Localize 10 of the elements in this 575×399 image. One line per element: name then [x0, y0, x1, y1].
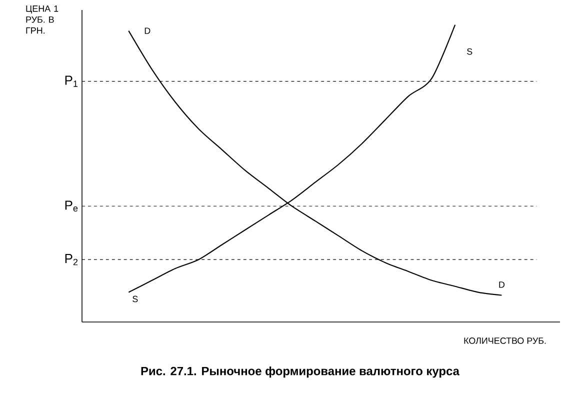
x-axis-title: КОЛИЧЕСТВО РУБ. [464, 338, 546, 344]
text: S [467, 48, 472, 55]
ref-line-label: P$_{e}$ [65, 200, 78, 212]
ref-line-label: P$_{1}$ [65, 76, 78, 87]
y-axis-title: ЦЕНА 1 РУБ. В ГРН. [26, 6, 58, 34]
text: D [144, 28, 150, 34]
text: Рис. 27.1. Рыночное формирование валютного курса [141, 366, 460, 378]
ref-line-label: P$_{2}$ [65, 254, 78, 266]
series-label: D [499, 282, 505, 288]
series-label: S [132, 296, 138, 302]
